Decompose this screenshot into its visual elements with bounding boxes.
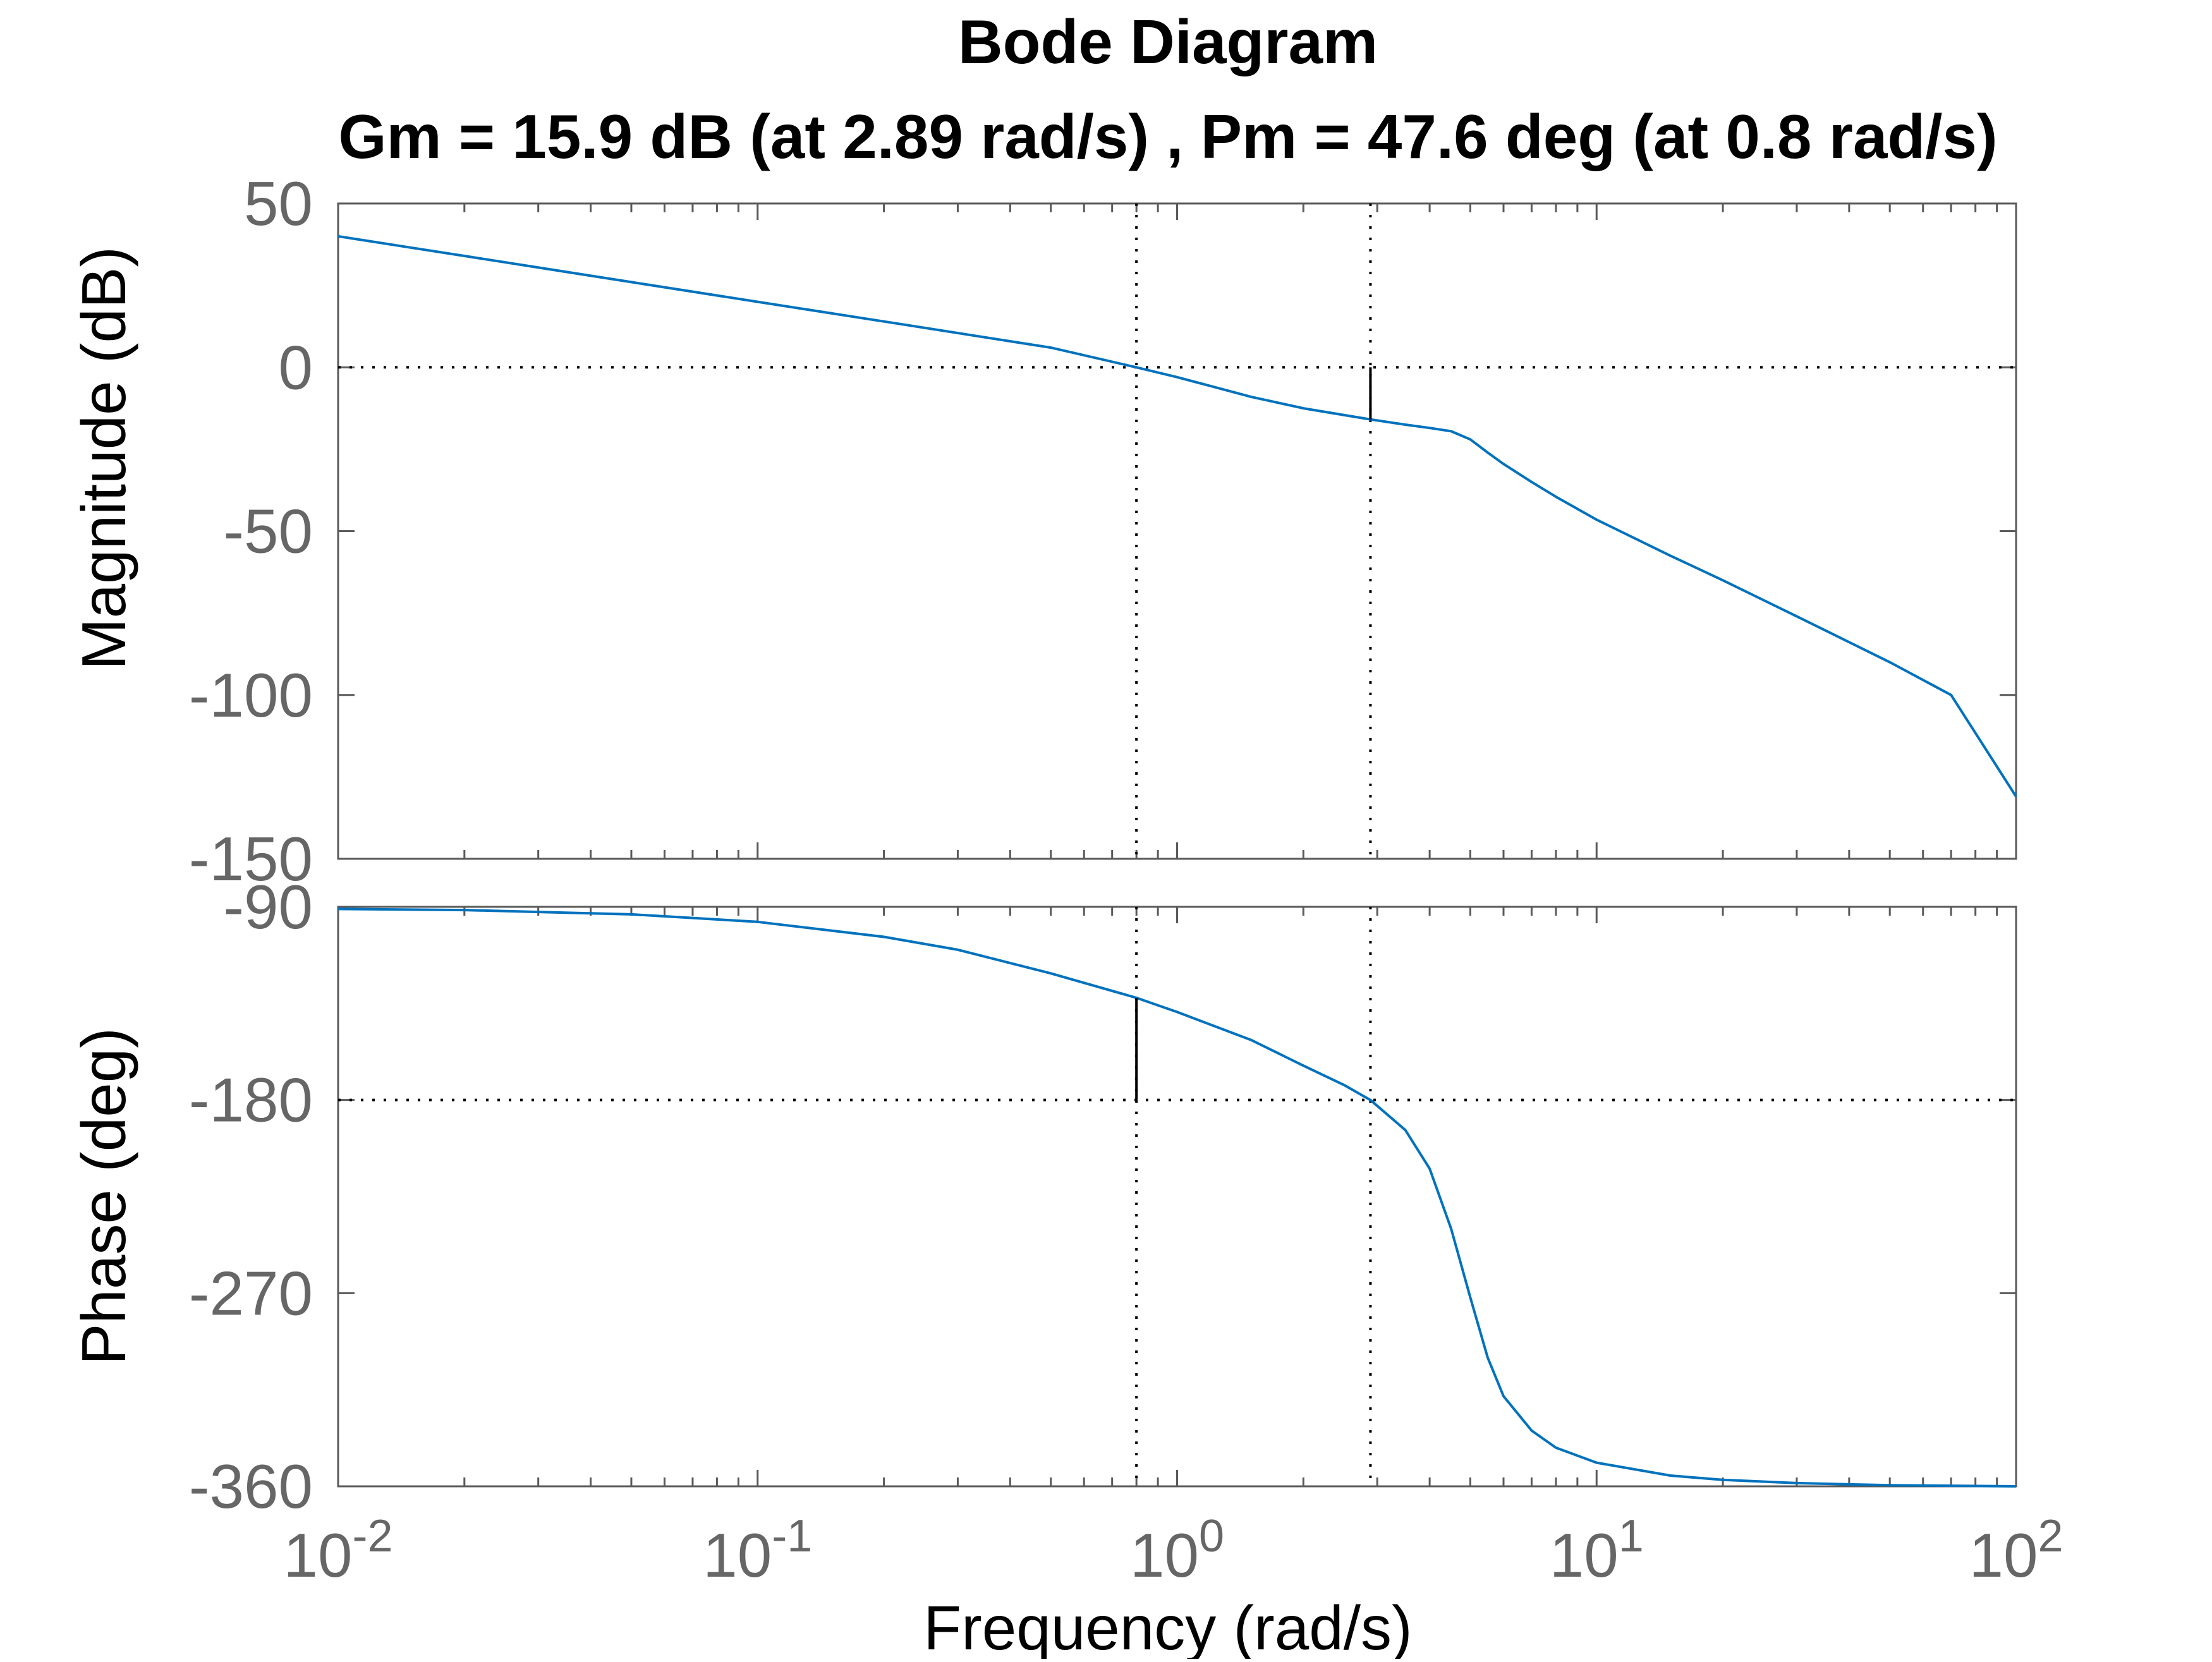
magnitude-ytick-label: 50 bbox=[244, 169, 313, 238]
magnitude-series-line bbox=[337, 234, 2017, 798]
frequency-axis-label: Frequency (rad/s) bbox=[923, 1593, 1412, 1659]
phase-ytick-label: -180 bbox=[189, 1065, 313, 1135]
phase-axis-label: Phase (deg) bbox=[69, 1028, 138, 1365]
magnitude-ytick-label: -150 bbox=[189, 824, 313, 894]
frequency-tick-label: 101 bbox=[1550, 1511, 1644, 1590]
phase-series-line bbox=[337, 907, 2017, 1488]
magnitude-ytick-label: 0 bbox=[278, 332, 313, 402]
frequency-tick-label: 10-1 bbox=[703, 1511, 812, 1590]
magnitude-axis-label: Magnitude (dB) bbox=[69, 246, 138, 670]
frequency-tick-labels: 10-2 10-1 100 101 102 bbox=[283, 1511, 2063, 1590]
chart-title: Bode Diagram bbox=[958, 7, 1378, 76]
magnitude-ytick-label: -100 bbox=[189, 660, 313, 730]
phase-ytick-label: -90 bbox=[223, 872, 313, 942]
chart-subtitle: Gm = 15.9 dB (at 2.89 rad/s) , Pm = 47.6… bbox=[338, 102, 1997, 171]
magnitude-panel: 50 0 -50 -100 -150 bbox=[189, 169, 2017, 894]
phase-ytick-label: -270 bbox=[189, 1258, 313, 1328]
frequency-tick-label: 10-2 bbox=[283, 1511, 392, 1590]
magnitude-ytick-label: -50 bbox=[223, 497, 313, 566]
frequency-tick-label: 100 bbox=[1130, 1511, 1224, 1590]
phase-ytick-label: -360 bbox=[189, 1452, 313, 1521]
frequency-tick-label: 102 bbox=[1969, 1511, 2063, 1590]
phase-panel: -90 -180 -270 -360 bbox=[189, 872, 2017, 1521]
